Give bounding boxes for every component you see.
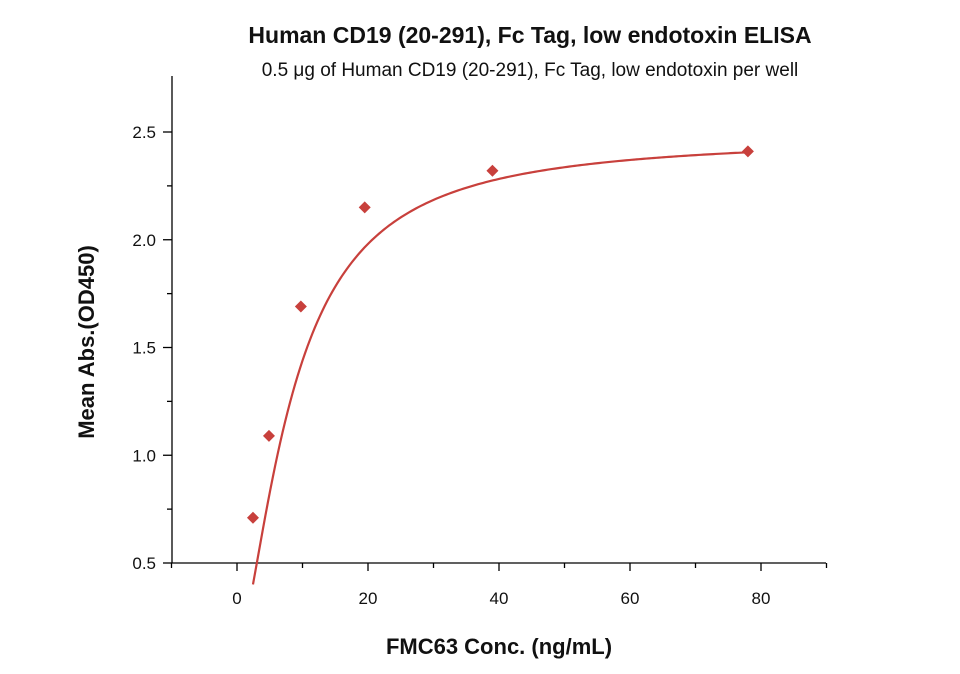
- fit-curve: [251, 151, 748, 585]
- y-axis-label: Mean Abs.(OD450): [74, 245, 99, 439]
- data-point: [486, 164, 499, 177]
- x-tick-label: 40: [490, 589, 509, 608]
- x-ticks: [170, 563, 828, 571]
- chart-title: Human CD19 (20-291), Fc Tag, low endotox…: [248, 22, 811, 48]
- y-tick-labels: 0.5 1.0 1.5 2.0 2.5: [132, 123, 156, 573]
- x-tick-label: 80: [752, 589, 771, 608]
- y-tick-label: 0.5: [132, 554, 156, 573]
- y-tick-label: 2.0: [132, 231, 156, 250]
- x-tick-label: 60: [621, 589, 640, 608]
- y-ticks: [163, 131, 172, 564]
- data-point: [741, 145, 754, 158]
- y-tick-label: 1.5: [132, 339, 156, 358]
- chart-subtitle: 0.5 μg of Human CD19 (20-291), Fc Tag, l…: [262, 60, 799, 81]
- series-layer: [246, 145, 754, 585]
- data-point: [262, 429, 275, 442]
- x-tick-label: 0: [232, 589, 241, 608]
- data-point: [246, 511, 259, 524]
- data-point: [358, 201, 371, 214]
- x-tick-label: 20: [359, 589, 378, 608]
- x-tick-labels: 0 20 40 60 80: [232, 589, 770, 608]
- y-tick-label: 2.5: [132, 123, 156, 142]
- x-axis-label: FMC63 Conc. (ng/mL): [386, 634, 612, 659]
- y-tick-label: 1.0: [132, 446, 156, 465]
- data-point: [294, 300, 307, 313]
